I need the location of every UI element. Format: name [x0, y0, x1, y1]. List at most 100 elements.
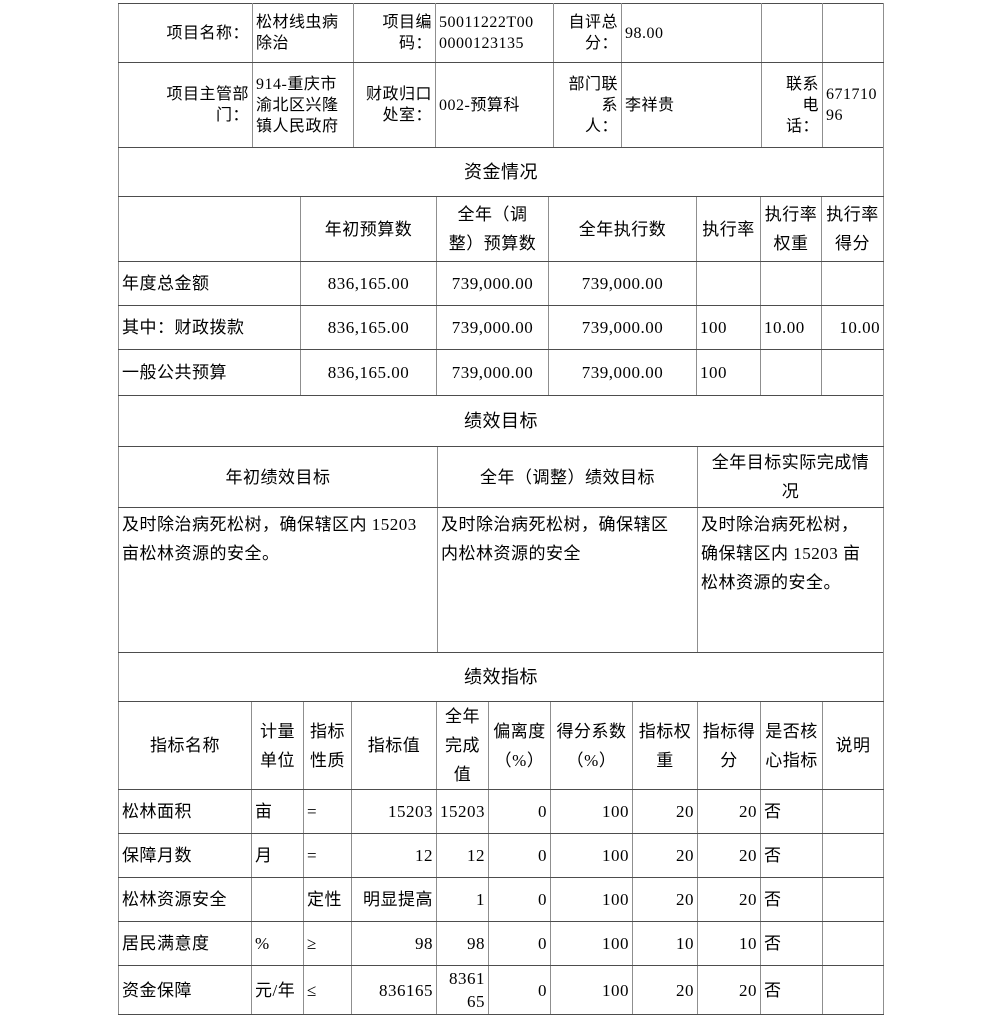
goal-actual-text: 及时除治病死松树， 确保辖区内 15203 亩 松林资源的安全。 — [697, 507, 884, 653]
data-cell: 100 — [550, 921, 633, 966]
data-cell: 15203 — [351, 789, 437, 834]
table-row: 其中：财政拨款 836,165.00 739,000.00 739,000.00… — [118, 305, 885, 350]
data-cell — [251, 877, 304, 922]
ind-header-target: 指标值 — [351, 701, 437, 790]
project-info-row-2: 项目主管部 门： 914-重庆市 渝北区兴隆 镇人民政府 财政归口 处室： 00… — [118, 62, 884, 148]
ind-header-nature: 指标 性质 — [303, 701, 352, 790]
goal-initial-text: 及时除治病死松树，确保辖区内 15203 亩松林资源的安全。 — [118, 507, 438, 653]
funds-header-adjusted-budget: 全年（调 整）预算数 — [436, 196, 549, 262]
funds-header-row: 年初预算数 全年（调 整）预算数 全年执行数 执行率 执行率 权重 执行率 得分 — [118, 196, 885, 262]
data-cell: 12 — [351, 833, 437, 878]
table-row: 保障月数 月 = 12 12 0 100 20 20 否 — [118, 833, 885, 878]
goals-header-initial: 年初绩效目标 — [118, 446, 438, 508]
data-cell: 20 — [632, 877, 698, 922]
indicators-section-title: 绩效指标 — [117, 652, 885, 702]
goals-header-row: 年初绩效目标 全年（调整）绩效目标 全年目标实际完成情 况 — [118, 446, 884, 508]
data-cell: 20 — [632, 833, 698, 878]
ind-header-core: 是否核 心指标 — [760, 701, 823, 790]
data-cell: % — [251, 921, 304, 966]
indicator-name: 松林面积 — [118, 789, 252, 834]
data-cell: 10 — [697, 921, 761, 966]
data-cell: 739,000.00 — [436, 349, 549, 396]
data-cell: 0 — [488, 877, 551, 922]
funds-table: 资金情况 年初预算数 全年（调 整）预算数 全年执行数 执行率 执行率 权重 执… — [117, 147, 885, 396]
self-score-value: 98.00 — [621, 3, 762, 63]
funds-section-title: 资金情况 — [117, 147, 885, 197]
funds-row-label: 年度总金额 — [118, 261, 301, 306]
goal-adjusted-text: 及时除治病死松树，确保辖区 内松林资源的安全 — [437, 507, 698, 653]
data-cell: 10.00 — [760, 305, 822, 350]
table-row: 年度总金额 836,165.00 739,000.00 739,000.00 — [118, 261, 885, 306]
data-cell — [696, 261, 761, 306]
blank-cell — [761, 3, 823, 63]
data-cell: = — [303, 789, 352, 834]
goals-title-row: 绩效目标 — [118, 395, 884, 447]
ind-header-note: 说明 — [821, 701, 885, 790]
data-cell: 月 — [251, 833, 304, 878]
data-cell: 0 — [488, 789, 551, 834]
indicator-name: 居民满意度 — [118, 921, 252, 966]
data-cell: 20 — [697, 833, 761, 878]
data-cell: 定性 — [303, 877, 352, 922]
data-cell: 明显提高 — [351, 877, 437, 922]
project-name-value: 松材线虫病 除治 — [252, 3, 354, 63]
data-cell: 否 — [760, 921, 823, 966]
ind-header-score: 指标得 分 — [697, 701, 761, 790]
data-cell: 739,000.00 — [436, 261, 549, 306]
data-cell: 0 — [488, 833, 551, 878]
data-cell: 100 — [550, 789, 633, 834]
indicators-title-row: 绩效指标 — [117, 652, 885, 702]
funds-header-exec-rate-weight: 执行率 权重 — [760, 196, 822, 262]
data-cell: 836,165.00 — [300, 305, 437, 350]
funds-title-row: 资金情况 — [117, 147, 885, 197]
ind-header-name: 指标名称 — [118, 701, 252, 790]
data-cell: 1 — [436, 877, 489, 922]
data-cell: = — [303, 833, 352, 878]
phone-value: 671710 96 — [822, 62, 884, 148]
data-cell: 98 — [436, 921, 489, 966]
data-cell: 10 — [632, 921, 698, 966]
data-cell: 0 — [488, 965, 551, 1015]
dept-value: 914-重庆市 渝北区兴隆 镇人民政府 — [252, 62, 354, 148]
finance-office-label: 财政归口 处室： — [353, 62, 436, 148]
data-cell: 元/年 — [251, 965, 304, 1015]
funds-header-executed: 全年执行数 — [548, 196, 697, 262]
data-cell: 20 — [697, 877, 761, 922]
finance-office-value: 002-预算科 — [435, 62, 554, 148]
data-cell — [821, 833, 885, 878]
funds-header-exec-rate: 执行率 — [696, 196, 761, 262]
table-row: 一般公共预算 836,165.00 739,000.00 739,000.00 … — [118, 349, 885, 396]
indicators-table: 绩效指标 指标名称 计量 单位 指标 性质 指标值 全年 完成 值 偏离度 （%… — [117, 652, 885, 1015]
data-cell: 20 — [697, 789, 761, 834]
data-cell: 否 — [760, 877, 823, 922]
table-row: 居民满意度 % ≥ 98 98 0 100 10 10 否 — [118, 921, 885, 966]
data-cell — [760, 261, 822, 306]
project-info-row-1: 项目名称： 松材线虫病 除治 项目编 码： 50011222T00 000012… — [118, 3, 884, 63]
data-cell — [821, 921, 885, 966]
goals-section-title: 绩效目标 — [118, 395, 884, 447]
data-cell: 10.00 — [820, 305, 885, 350]
blank-cell — [822, 3, 884, 63]
project-code-value: 50011222T00 0000123135 — [435, 3, 554, 63]
data-cell: 100 — [550, 877, 633, 922]
contact-person-label: 部门联系 人： — [553, 62, 622, 148]
data-cell: 100 — [550, 965, 633, 1015]
table-row: 资金保障 元/年 ≤ 836165 8361 65 0 100 20 20 否 — [118, 965, 885, 1015]
data-cell: 836165 — [351, 965, 437, 1015]
data-cell: ≤ — [303, 965, 352, 1015]
ind-header-weight: 指标权 重 — [632, 701, 698, 790]
data-cell: 否 — [760, 965, 823, 1015]
goals-header-actual: 全年目标实际完成情 况 — [697, 446, 884, 508]
goals-content-row: 及时除治病死松树，确保辖区内 15203 亩松林资源的安全。 及时除治病死松树，… — [118, 507, 884, 653]
data-cell — [821, 877, 885, 922]
data-cell — [820, 349, 885, 396]
data-cell: 100 — [550, 833, 633, 878]
data-cell: 98 — [351, 921, 437, 966]
data-cell: 否 — [760, 833, 823, 878]
contact-person-value: 李祥贵 — [621, 62, 762, 148]
data-cell: 8361 65 — [436, 965, 489, 1015]
data-cell: 0 — [488, 921, 551, 966]
data-cell: 20 — [632, 965, 698, 1015]
ind-header-completed: 全年 完成 值 — [436, 701, 489, 790]
data-cell: 亩 — [251, 789, 304, 834]
